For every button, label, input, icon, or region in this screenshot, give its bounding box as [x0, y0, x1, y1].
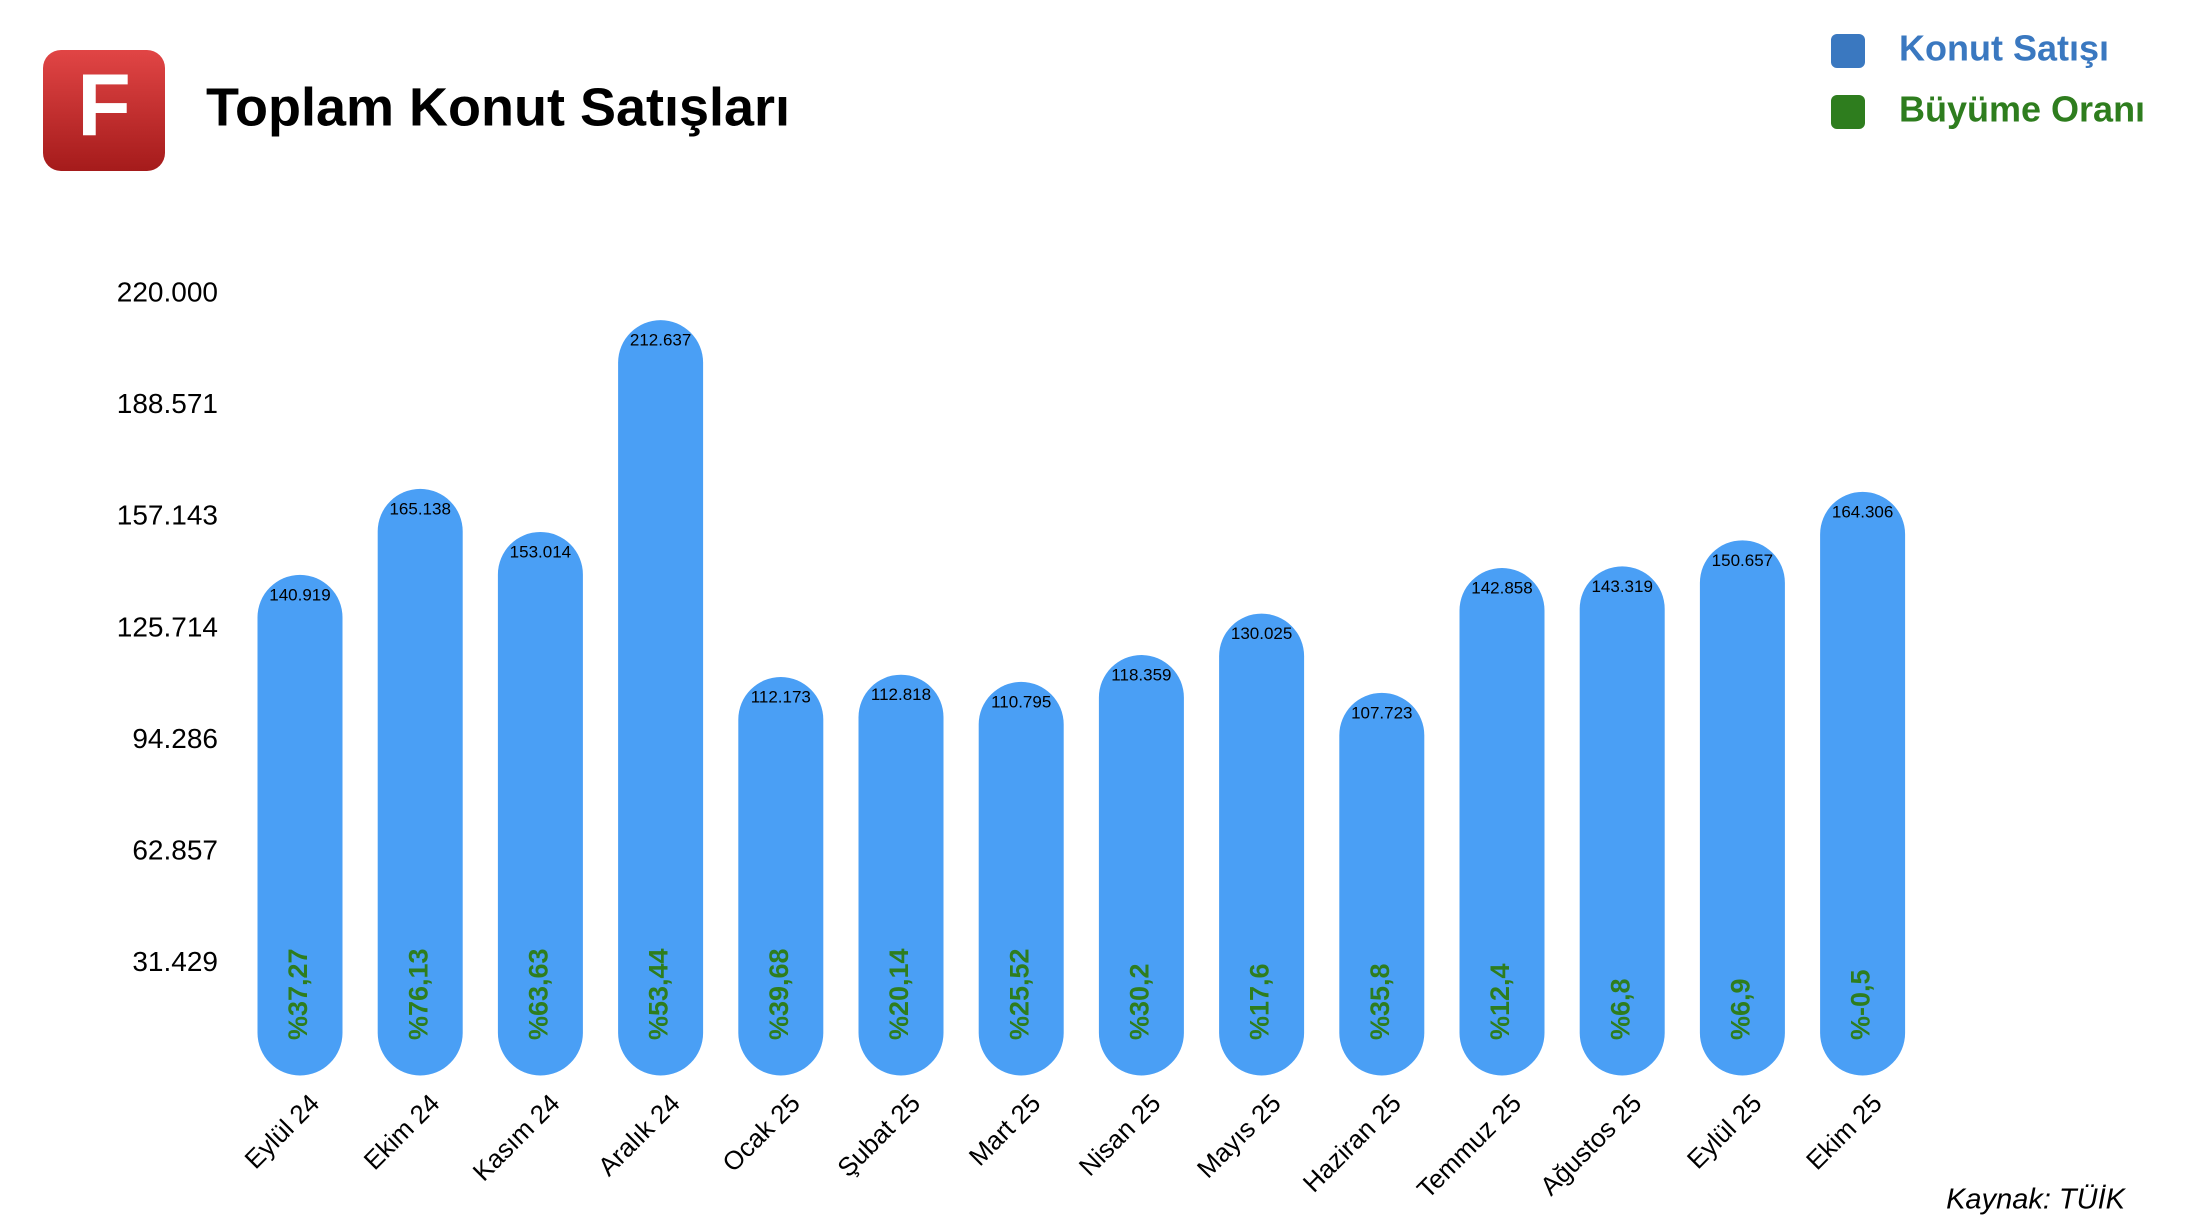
x-tick-label: Ekim 24 [358, 1088, 446, 1176]
bar-value-label: 143.319 [1591, 577, 1652, 596]
bar [738, 677, 824, 1076]
growth-label: %12,4 [1485, 963, 1515, 1040]
bar [1339, 692, 1425, 1076]
y-tick-label: 188.571 [117, 388, 218, 419]
growth-label: %53,44 [644, 948, 674, 1040]
legend-label: Büyüme Oranı [1899, 89, 2145, 130]
x-tick-label: Mart 25 [963, 1088, 1047, 1172]
x-tick-label: Kasım 24 [467, 1088, 566, 1187]
bar [497, 531, 583, 1076]
x-tick-label: Ekim 25 [1800, 1088, 1888, 1176]
bar-value-label: 112.173 [751, 688, 811, 707]
bar [257, 574, 343, 1076]
x-tick-label: Eylül 24 [238, 1088, 325, 1175]
legend-swatch [1831, 95, 1865, 129]
x-tick-label: Ağustos 25 [1534, 1088, 1647, 1201]
x-tick-label: Temmuz 25 [1411, 1088, 1527, 1204]
bar-value-label: 142.858 [1471, 579, 1532, 598]
bar-value-label: 110.795 [991, 692, 1051, 711]
y-tick-label: 31.429 [132, 946, 218, 977]
growth-label: %25,52 [1004, 948, 1034, 1040]
growth-label: %17,6 [1245, 963, 1275, 1040]
x-tick-label: Şubat 25 [831, 1088, 926, 1183]
x-tick-label: Mayıs 25 [1191, 1088, 1287, 1184]
growth-label: %63,63 [524, 948, 554, 1040]
bar [618, 320, 704, 1076]
growth-label: %39,68 [764, 948, 794, 1040]
bar [1219, 613, 1305, 1076]
growth-label: %6,8 [1605, 978, 1635, 1040]
x-tick-label: Ocak 25 [716, 1088, 806, 1178]
growth-label: %76,13 [403, 948, 433, 1040]
y-tick-label: 157.143 [117, 500, 218, 531]
bar [978, 681, 1064, 1076]
bar-value-label: 212.637 [630, 331, 691, 350]
chart-title: Toplam Konut Satışları [206, 77, 790, 137]
growth-label: %6,9 [1726, 978, 1756, 1040]
bar-value-label: 150.657 [1712, 551, 1773, 570]
bar [377, 488, 463, 1076]
growth-label: %20,14 [884, 948, 914, 1040]
bar-value-label: 130.025 [1231, 624, 1292, 643]
logo-text: F [77, 55, 131, 154]
bar [1459, 568, 1545, 1076]
bar-value-label: 118.359 [1111, 666, 1171, 685]
legend-swatch [1831, 34, 1865, 68]
logo-box [43, 50, 165, 171]
x-tick-label: Eylül 25 [1681, 1088, 1768, 1175]
bar-value-label: 164.306 [1832, 502, 1893, 521]
bar-value-label: 153.014 [510, 542, 571, 561]
growth-label: %-0,5 [1846, 969, 1876, 1040]
bar [1820, 491, 1906, 1076]
bar-value-label: 112.818 [871, 685, 931, 704]
x-tick-label: Aralık 24 [592, 1088, 686, 1182]
bar [858, 674, 944, 1076]
legend-label: Konut Satışı [1899, 28, 2109, 69]
growth-label: %37,27 [283, 948, 313, 1040]
bar [1098, 655, 1184, 1076]
growth-label: %35,8 [1365, 963, 1395, 1040]
bar [1699, 540, 1785, 1076]
source: Kaynak: TÜİK [1946, 1184, 2127, 1216]
bar-value-label: 140.919 [269, 585, 330, 604]
y-tick-label: 220.000 [117, 276, 218, 307]
x-tick-label: Haziran 25 [1297, 1088, 1407, 1198]
bar-value-label: 165.138 [389, 499, 450, 518]
growth-label: %30,2 [1125, 963, 1155, 1040]
bar [1579, 566, 1665, 1076]
x-tick-label: Nisan 25 [1073, 1088, 1167, 1182]
bar-value-label: 107.723 [1351, 703, 1412, 722]
y-tick-label: 94.286 [132, 723, 218, 754]
y-tick-label: 125.714 [117, 611, 218, 642]
y-tick-label: 62.857 [132, 835, 218, 866]
